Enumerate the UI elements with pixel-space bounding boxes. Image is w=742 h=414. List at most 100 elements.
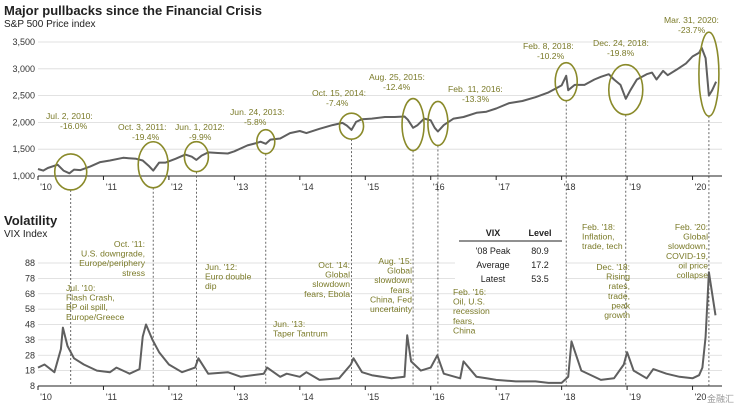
vix-annotation-line: peak: [611, 300, 630, 310]
vix-annotation-line: oil price: [678, 260, 708, 270]
y-tick-label: 78: [25, 273, 35, 283]
pullback-change: -7.4%: [326, 98, 349, 108]
vix-annotation: Dec. '18: Rising rates, trade, peak growth: [596, 262, 630, 320]
vix-annotation-line: fears,: [391, 285, 413, 295]
vix-annotation-line: China, Fed: [370, 294, 412, 304]
vix-annotation-line: dip: [205, 281, 217, 291]
pullback-change: -13.3%: [462, 94, 490, 104]
pullback-ellipse: [427, 100, 449, 147]
x-tick-label: '15: [367, 182, 379, 192]
y-tick-label: 88: [25, 258, 35, 268]
x-tick-label: '10: [40, 182, 52, 192]
pullback-date: Aug. 25, 2015:: [369, 72, 425, 82]
vix-annotation-line: rates,: [609, 281, 631, 291]
vix-annotations: Jul. '10: Flash Crash, BP oil spill, Europe…: [66, 222, 708, 339]
pullback-date: Jun. 1, 2012:: [175, 122, 225, 132]
pullback-ellipse: [607, 63, 644, 116]
vix-annotation-line: Taper Tantrum: [273, 329, 328, 339]
vix-annotation-line: uncertainty: [370, 304, 413, 314]
pullback-ellipse: [53, 153, 88, 191]
vix-annotation: Feb. '16: Oil, U.S. recession fears, China: [453, 287, 490, 335]
vix-annotation-line: Flash Crash,: [66, 293, 115, 303]
x-tick-label: '15: [367, 392, 379, 402]
vix-annotation-line: Oct. '14:: [318, 260, 350, 270]
pullback-change: -16.0%: [60, 121, 88, 131]
x-tick-label: '16: [433, 182, 445, 192]
x-tick-label: '19: [629, 182, 641, 192]
x-tick-label: '17: [498, 182, 510, 192]
vix-annotation-line: Europe/periphery: [79, 258, 146, 268]
vix-annotation-line: slowdown: [374, 275, 412, 285]
vix-table-header-label: VIX: [486, 228, 501, 238]
x-tick-label: '14: [302, 392, 314, 402]
vix-annotation-line: Feb. '18:: [582, 222, 615, 232]
vix-annotation-line: Euro double: [205, 272, 252, 282]
pullback-change: -23.7%: [678, 25, 706, 35]
pullback-change: -5.8%: [244, 117, 267, 127]
top-chart-title: Major pullbacks since the Financial Cris…: [4, 3, 262, 18]
y-tick-label: 2,000: [12, 117, 35, 127]
vix-annotation-line: Europe/Greece: [66, 312, 125, 322]
vix-annotation-line: Jul. '10:: [66, 283, 95, 293]
vix-annotation-line: fears,: [453, 316, 475, 326]
bottom-grid: 8 18 28 38 48 58 68 78 88 '10 '11 '12 '13 '14 '15 '16 '1…: [25, 258, 722, 402]
x-tick-label: '11: [106, 392, 117, 402]
pullback-change: -19.4%: [132, 132, 160, 142]
pullback-annotations: Jul. 2, 2010:-16.0% Oct. 3, 2011:-19.4% Ju…: [46, 15, 719, 142]
x-tick-label: '20: [695, 392, 707, 402]
pullback-change: -9.9%: [189, 132, 212, 142]
x-tick-label: '11: [106, 182, 117, 192]
pullback-ellipse: [183, 140, 210, 173]
bottom-chart-title: Volatility: [4, 213, 58, 228]
pullback-ellipse: [338, 112, 365, 140]
x-tick-label: '14: [302, 182, 314, 192]
pullback-ellipse: [554, 61, 579, 102]
vix-annotation: Oct. '11: U.S. downgrade, Europe/periphery…: [79, 239, 146, 278]
vix-table: VIX Level '08 Peak 80.9 Average 17.2 Lat…: [455, 224, 565, 288]
vix-annotation: Aug. '15: Global slowdown fears, China, Fed u…: [370, 256, 413, 314]
vix-table-row-value: 80.9: [531, 246, 549, 256]
pullback-ellipses: [53, 31, 720, 191]
x-tick-label: '10: [40, 392, 52, 402]
pullback-date: Jul. 2, 2010:: [46, 111, 93, 121]
pullback-ellipse: [137, 140, 169, 189]
vix-series: [37, 271, 717, 384]
y-tick-label: 3,500: [12, 37, 35, 47]
pullback-date: Oct. 3, 2011:: [118, 122, 167, 132]
x-tick-label: '17: [498, 392, 510, 402]
pullback-date: Mar. 31, 2020:: [664, 15, 719, 25]
vix-annotation-line: China: [453, 325, 476, 335]
series-line: [37, 46, 718, 175]
vix-annotation-line: trade, tech: [582, 241, 623, 251]
series-line: [37, 271, 717, 384]
x-tick-label: '12: [171, 182, 183, 192]
pullback-date: Dec. 24, 2018:: [593, 38, 649, 48]
vix-annotation-line: growth: [604, 310, 630, 320]
x-tick-label: '16: [433, 392, 445, 402]
y-tick-label: 48: [25, 320, 35, 330]
pullback-date: Feb. 11, 2016:: [448, 84, 503, 94]
vix-annotation-line: U.S. downgrade,: [81, 249, 145, 259]
vix-annotation-line: Jun. '12:: [205, 262, 237, 272]
sp500-series: [37, 46, 718, 175]
top-chart-ylabel: S&P 500 Price index: [4, 19, 96, 30]
vix-annotation-line: Global: [325, 270, 350, 280]
vix-annotation: Feb. '18: Inflation, trade, tech: [582, 222, 623, 251]
y-tick-label: 28: [25, 350, 35, 360]
vix-annotation: Jun. '13: Taper Tantrum: [273, 319, 328, 339]
top-grid: 1,000 1,500 2,000 2,500 3,000 3,500 '10 '11 '12 '…: [12, 37, 722, 192]
vix-annotation-line: slowdown: [312, 279, 350, 289]
vix-annotation-line: collapse: [676, 270, 708, 280]
vix-annotation-line: Rising: [606, 272, 630, 282]
vix-annotation-line: Feb. '20:: [675, 222, 708, 232]
pullback-date: Feb. 8, 2018:: [523, 41, 574, 51]
vix-annotation-line: BP oil spill,: [66, 302, 108, 312]
event-guide-lines: [70, 100, 710, 386]
vix-table-row-label: '08 Peak: [476, 246, 511, 256]
y-tick-label: 1,000: [12, 171, 35, 181]
vix-table-row-label: Latest: [481, 274, 506, 284]
y-tick-label: 58: [25, 304, 35, 314]
x-tick-label: '13: [236, 182, 248, 192]
pullback-ellipse: [698, 31, 720, 117]
